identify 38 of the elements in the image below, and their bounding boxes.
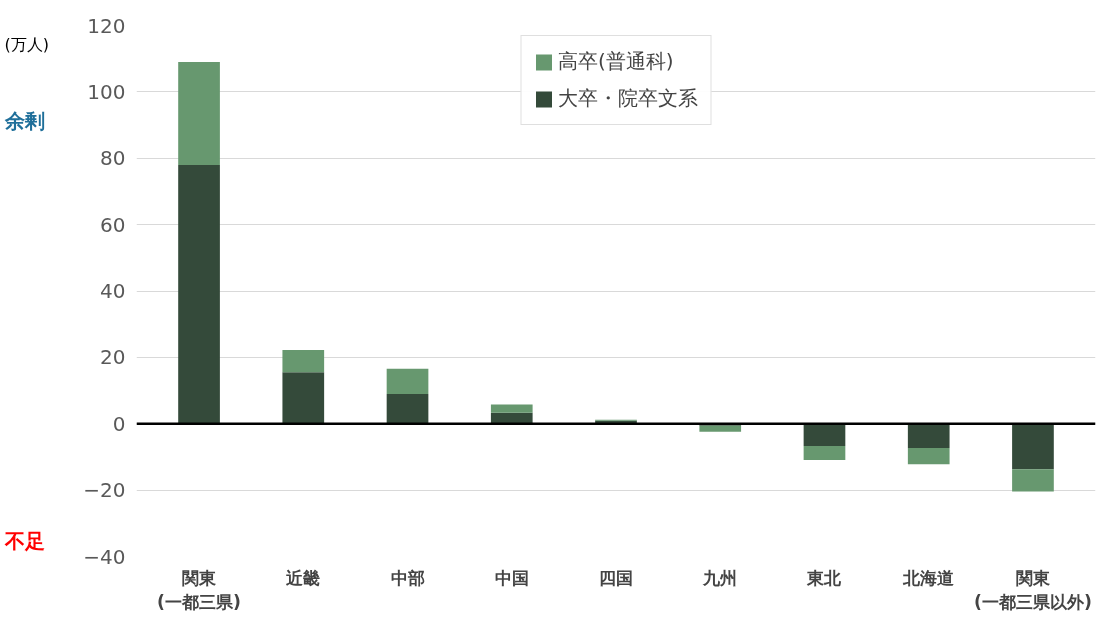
bar: [178, 62, 220, 165]
bar: [803, 423, 846, 446]
text: 不足: [3, 528, 45, 553]
y-tick-label: 100: [87, 79, 126, 104]
bar: [490, 404, 533, 413]
y-tick-label: 20: [100, 345, 126, 370]
x-tick-label: 近畿: [285, 567, 321, 588]
bar: [699, 425, 742, 432]
bar: [386, 368, 429, 394]
y-tick-label: 120: [87, 13, 126, 38]
y-tick-label: −40: [83, 544, 126, 569]
x-tick-label: 中部: [390, 567, 425, 588]
y-axis-title: (万人): [4, 34, 49, 54]
y-tick-label: −20: [83, 478, 126, 503]
x-tick-label: 九州: [702, 567, 738, 588]
bar: [907, 423, 950, 448]
x-tick-label: 四国: [599, 567, 633, 588]
y-tick-label: 0: [112, 411, 126, 436]
bar: [282, 372, 325, 424]
x-tick-label: 関東 (一都三県以外): [974, 567, 1092, 612]
bar: [490, 412, 533, 424]
y-tick-label: 80: [100, 146, 126, 171]
text: 余剰: [3, 109, 45, 134]
x-tick-label: 中国: [494, 567, 529, 588]
bar: [1012, 469, 1054, 492]
x-tick-label: 東北: [806, 567, 843, 588]
bar: [178, 164, 220, 424]
legend-label: 高卒(普通科): [558, 48, 674, 75]
x-tick-label: 北海道: [902, 567, 956, 588]
bar: [282, 350, 325, 373]
legend-label: 大卒・院卒文系: [558, 85, 698, 112]
bar: [907, 447, 950, 465]
x-tick-label: 関東 (一都三県): [157, 567, 241, 612]
bar: [803, 445, 846, 460]
bar: [1012, 423, 1054, 470]
y-tick-label: 60: [100, 212, 126, 237]
y-tick-label: 40: [100, 279, 126, 303]
bar: [386, 393, 429, 424]
